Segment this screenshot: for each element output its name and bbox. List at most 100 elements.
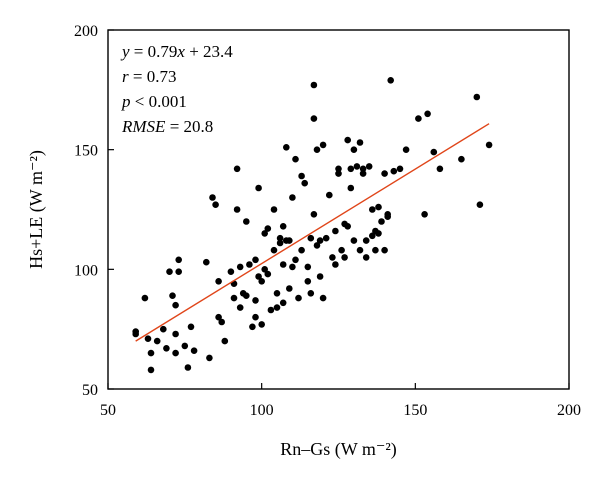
data-point-77 bbox=[310, 115, 318, 122]
data-point-27 bbox=[221, 337, 229, 345]
data-point-70 bbox=[298, 172, 305, 180]
data-point-101 bbox=[350, 146, 358, 153]
data-point-112 bbox=[372, 246, 379, 254]
y-tick-label-100: 100 bbox=[74, 262, 98, 279]
data-point-110 bbox=[369, 232, 376, 240]
data-point-81 bbox=[313, 242, 321, 249]
data-point-82 bbox=[316, 273, 324, 280]
data-point-26 bbox=[218, 318, 225, 326]
data-point-120 bbox=[384, 213, 392, 220]
data-point-45 bbox=[258, 321, 266, 328]
data-point-33 bbox=[236, 263, 244, 271]
data-point-127 bbox=[424, 110, 431, 118]
regression-line bbox=[135, 123, 490, 342]
data-point-41 bbox=[252, 297, 259, 304]
data-point-5 bbox=[147, 366, 155, 374]
data-point-43 bbox=[255, 184, 262, 192]
data-point-58 bbox=[279, 223, 287, 230]
data-point-121 bbox=[387, 77, 395, 84]
data-point-16 bbox=[181, 342, 189, 350]
data-point-133 bbox=[485, 141, 493, 149]
annotation-line-0: y = 0.79x + 23.4 bbox=[120, 42, 233, 61]
data-point-64 bbox=[286, 285, 293, 292]
data-point-23 bbox=[212, 201, 219, 208]
data-point-13 bbox=[172, 349, 179, 357]
annotation-line-2: p < 0.001 bbox=[121, 92, 187, 111]
data-point-55 bbox=[273, 290, 281, 297]
data-point-106 bbox=[359, 170, 367, 177]
data-point-59 bbox=[279, 299, 287, 307]
data-point-48 bbox=[261, 230, 269, 237]
data-point-90 bbox=[332, 227, 339, 235]
data-point-3 bbox=[144, 335, 152, 343]
data-point-116 bbox=[378, 218, 385, 225]
data-point-39 bbox=[249, 323, 256, 331]
data-point-111 bbox=[369, 206, 376, 213]
data-point-84 bbox=[319, 294, 327, 302]
x-tick-label-150: 150 bbox=[403, 402, 427, 419]
data-point-124 bbox=[402, 146, 410, 153]
data-point-18 bbox=[187, 323, 195, 331]
data-point-63 bbox=[286, 237, 293, 244]
data-point-102 bbox=[353, 163, 361, 170]
data-point-126 bbox=[421, 211, 428, 218]
data-point-10 bbox=[169, 292, 176, 300]
annotation-line-3: RMSE = 20.8 bbox=[121, 117, 213, 136]
data-point-37 bbox=[243, 292, 250, 300]
data-point-100 bbox=[350, 237, 358, 244]
y-tick-label-200: 200 bbox=[74, 23, 98, 40]
data-point-38 bbox=[246, 261, 253, 268]
statistics-annotation: y = 0.79x + 23.4 r = 0.73 p < 0.001 RMSE = … bbox=[120, 42, 233, 136]
data-point-68 bbox=[292, 256, 299, 264]
data-point-25 bbox=[215, 313, 222, 321]
data-point-53 bbox=[270, 246, 278, 254]
y-tick-label-150: 150 bbox=[74, 143, 98, 160]
data-point-14 bbox=[175, 256, 182, 264]
data-point-69 bbox=[295, 294, 302, 302]
data-point-107 bbox=[362, 237, 370, 244]
data-point-19 bbox=[190, 347, 198, 355]
data-point-88 bbox=[329, 254, 336, 261]
data-point-11 bbox=[172, 330, 179, 338]
data-point-61 bbox=[283, 144, 290, 151]
data-point-123 bbox=[396, 165, 404, 173]
data-point-86 bbox=[322, 234, 330, 242]
data-point-83 bbox=[316, 237, 324, 244]
data-point-96 bbox=[344, 223, 352, 230]
data-point-40 bbox=[252, 256, 259, 264]
data-point-49 bbox=[264, 225, 272, 232]
data-point-99 bbox=[347, 165, 355, 173]
data-point-105 bbox=[359, 165, 367, 173]
data-point-132 bbox=[476, 201, 484, 208]
data-point-44 bbox=[255, 273, 262, 280]
data-point-12 bbox=[172, 301, 179, 309]
data-point-8 bbox=[163, 345, 170, 352]
axis-ticks: 50 100 150 200 50 100 150 200 bbox=[74, 23, 581, 419]
data-point-2 bbox=[141, 294, 149, 302]
data-point-129 bbox=[436, 165, 444, 173]
data-point-71 bbox=[298, 246, 305, 254]
data-point-97 bbox=[344, 136, 352, 144]
data-point-65 bbox=[289, 194, 296, 201]
y-tick-label-50: 50 bbox=[82, 382, 98, 399]
x-tick-label-50: 50 bbox=[100, 402, 116, 419]
data-point-114 bbox=[375, 203, 382, 211]
x-tick-label-200: 200 bbox=[557, 402, 581, 419]
data-point-115 bbox=[375, 230, 382, 237]
data-point-125 bbox=[415, 115, 422, 122]
data-point-95 bbox=[341, 254, 348, 261]
data-point-31 bbox=[233, 165, 241, 173]
data-point-66 bbox=[289, 263, 296, 271]
data-point-24 bbox=[215, 278, 222, 285]
data-point-103 bbox=[356, 139, 364, 146]
data-point-73 bbox=[304, 263, 312, 271]
data-point-130 bbox=[458, 155, 465, 163]
data-point-56 bbox=[276, 234, 284, 242]
data-point-54 bbox=[273, 304, 281, 311]
data-point-50 bbox=[264, 270, 272, 278]
data-point-78 bbox=[310, 81, 318, 89]
data-point-128 bbox=[430, 148, 438, 156]
y-axis-label: Hs+LE (W m⁻²) bbox=[26, 150, 47, 269]
data-point-131 bbox=[473, 93, 481, 101]
